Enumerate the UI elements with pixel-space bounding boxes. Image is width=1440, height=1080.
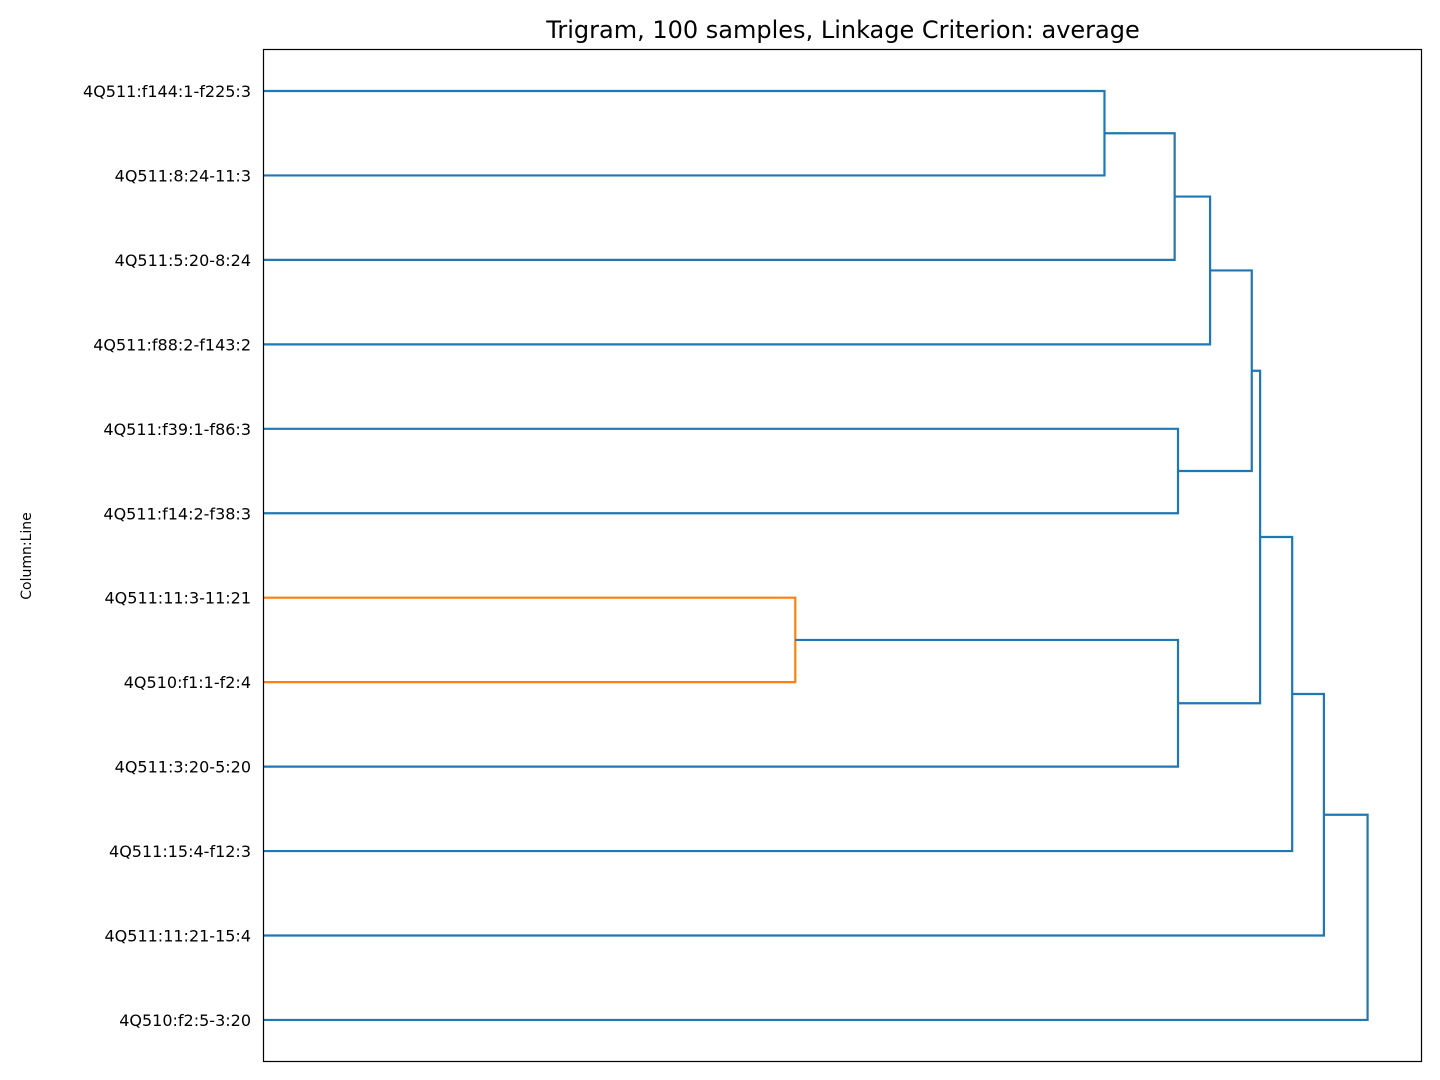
dendrogram-link <box>1178 269 1253 473</box>
leaf-label: 4Q511:f144:1-f225:3 <box>83 82 251 101</box>
dendrogram-link <box>1178 369 1262 705</box>
dendrogram-link <box>264 813 1369 1022</box>
dendrogram-link <box>264 195 1212 346</box>
dendrogram-link <box>264 638 1180 768</box>
leaf-label: 4Q510:f2:5-3:20 <box>119 1011 251 1030</box>
leaf-label: 4Q511:15:4-f12:3 <box>109 842 251 861</box>
dendrogram-link <box>264 596 797 684</box>
plot-frame <box>262 48 1423 1063</box>
leaf-label: 4Q511:f39:1-f86:3 <box>103 420 251 439</box>
leaf-label: 4Q511:3:20-5:20 <box>115 758 251 777</box>
leaf-label: 4Q511:11:3-11:21 <box>104 589 251 608</box>
dendrogram-link <box>264 132 1176 261</box>
leaf-label: 4Q511:f88:2-f143:2 <box>93 335 251 354</box>
leaf-label: 4Q511:8:24-11:3 <box>115 166 251 185</box>
leaf-label: 4Q511:11:21-15:4 <box>104 927 251 946</box>
leaf-label: 4Q510:f1:1-f2:4 <box>124 673 251 692</box>
dendrogram-link <box>264 535 1294 853</box>
chart-title: Trigram, 100 samples, Linkage Criterion:… <box>545 16 1140 44</box>
dendrogram-links <box>264 89 1369 1022</box>
leaf-label: 4Q511:f14:2-f38:3 <box>103 504 251 523</box>
leaf-label: 4Q511:5:20-8:24 <box>115 251 251 270</box>
dendrogram-link <box>264 89 1106 177</box>
y-axis-label: Column:Line <box>19 512 35 600</box>
dendrogram-link <box>264 692 1326 937</box>
leaf-labels: 4Q511:f144:1-f225:3 4Q511:8:24-11:3 4Q511:… <box>83 82 251 1030</box>
dendrogram-link <box>264 427 1180 515</box>
